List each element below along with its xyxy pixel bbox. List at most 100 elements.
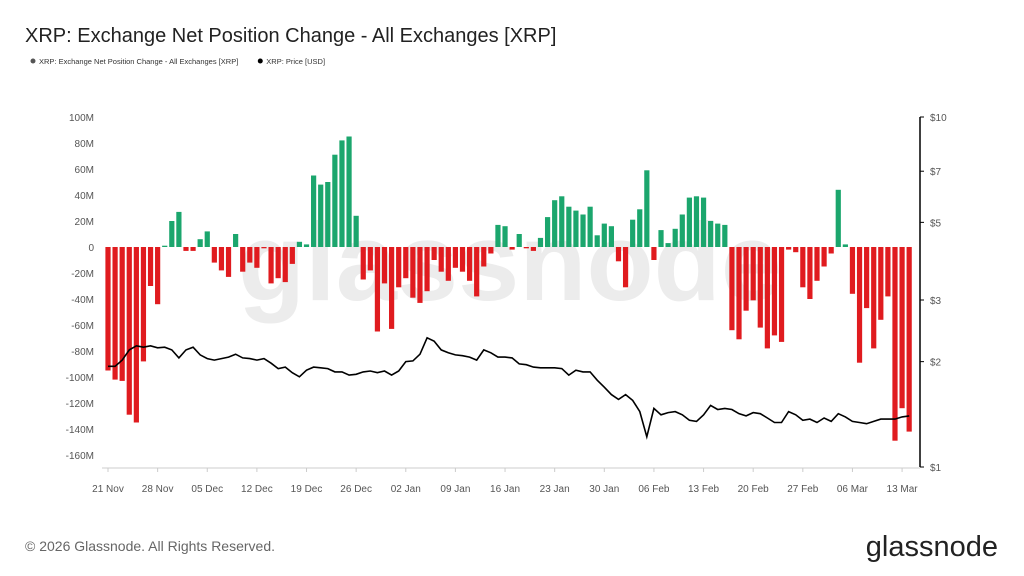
bar — [240, 247, 246, 272]
bar — [133, 247, 139, 423]
bar — [218, 247, 225, 271]
bar — [509, 247, 515, 250]
bar — [410, 247, 416, 298]
x-tick-label: 13 Feb — [688, 484, 720, 495]
bar — [552, 200, 558, 247]
bar — [708, 221, 714, 247]
y2-tick-label: $7 — [930, 167, 942, 178]
bar — [140, 247, 147, 362]
legend-marker — [30, 58, 36, 64]
bar — [594, 235, 600, 247]
y2-tick-label: $10 — [930, 113, 947, 124]
bar — [615, 247, 622, 262]
bar — [233, 234, 239, 247]
x-tick-label: 16 Jan — [490, 484, 520, 495]
bar — [481, 247, 487, 267]
bar — [303, 244, 310, 247]
bar — [318, 184, 324, 247]
bar — [849, 247, 856, 294]
y-tick-label: -100M — [66, 373, 94, 384]
bar — [672, 228, 678, 247]
bar — [651, 247, 657, 260]
bar — [112, 247, 118, 380]
bar — [438, 247, 444, 272]
bar — [339, 140, 345, 247]
bar — [644, 170, 650, 247]
y-tick-label: -60M — [71, 321, 94, 332]
y-tick-label: -20M — [71, 269, 94, 280]
bar — [332, 154, 338, 247]
x-tick-label: 21 Nov — [92, 484, 124, 495]
bar — [389, 247, 395, 329]
x-tick-label: 23 Jan — [540, 484, 570, 495]
bar — [729, 247, 735, 331]
y-tick-label: 80M — [75, 139, 94, 150]
bar — [665, 243, 671, 247]
bar — [346, 136, 352, 247]
bar — [885, 247, 891, 297]
bar — [396, 247, 402, 288]
bar — [722, 224, 728, 247]
y-tick-label: -80M — [71, 347, 94, 358]
x-tick-label: 12 Dec — [241, 484, 273, 495]
bar — [296, 241, 303, 247]
bar — [183, 247, 189, 251]
bar — [828, 247, 834, 254]
bar — [431, 247, 437, 260]
bar — [899, 247, 905, 409]
bar — [523, 247, 529, 249]
bar — [750, 247, 756, 301]
bar — [842, 244, 848, 247]
legend-label: XRP: Price [USD] — [266, 57, 325, 66]
y-tick-label: 40M — [75, 191, 94, 202]
footer: © 2026 Glassnode. All Rights Reserved. — [25, 538, 275, 554]
bar — [821, 247, 827, 267]
bar — [786, 247, 792, 250]
y-tick-label: -40M — [71, 295, 94, 306]
bar — [275, 247, 281, 279]
bar — [566, 206, 572, 247]
bar — [807, 247, 813, 299]
bar — [743, 247, 749, 311]
y-tick-label: 0 — [88, 243, 94, 254]
bar — [764, 247, 770, 349]
bar — [559, 196, 565, 247]
x-tick-label: 06 Feb — [638, 484, 670, 495]
bar — [871, 247, 877, 349]
bar — [544, 217, 551, 247]
bar — [474, 247, 480, 297]
bar — [325, 182, 331, 247]
bar — [530, 247, 536, 251]
bar — [119, 247, 125, 381]
bar — [757, 247, 763, 328]
y-tick-label: 20M — [75, 217, 94, 228]
bar — [155, 247, 161, 305]
bar — [381, 247, 388, 284]
bar — [466, 247, 473, 281]
bar — [289, 247, 295, 264]
x-tick-label: 06 Mar — [837, 484, 869, 495]
bar — [771, 247, 778, 336]
bar — [892, 247, 898, 441]
x-tick-label: 05 Dec — [191, 484, 223, 495]
bar — [261, 247, 267, 249]
bar — [835, 189, 841, 247]
bar — [367, 247, 373, 271]
x-tick-label: 09 Jan — [440, 484, 470, 495]
bar — [715, 223, 721, 247]
bar — [204, 231, 210, 247]
bar — [417, 247, 423, 303]
bar — [403, 247, 409, 279]
bar — [311, 175, 317, 247]
price-line — [108, 336, 910, 440]
bar — [573, 210, 579, 247]
bar — [658, 230, 664, 247]
bar — [169, 221, 175, 247]
bar — [537, 237, 544, 247]
bar — [502, 226, 508, 247]
bar — [105, 247, 111, 371]
x-tick-label: 26 Dec — [340, 484, 372, 495]
bar — [459, 247, 466, 272]
y2-tick-label: $3 — [930, 296, 942, 307]
